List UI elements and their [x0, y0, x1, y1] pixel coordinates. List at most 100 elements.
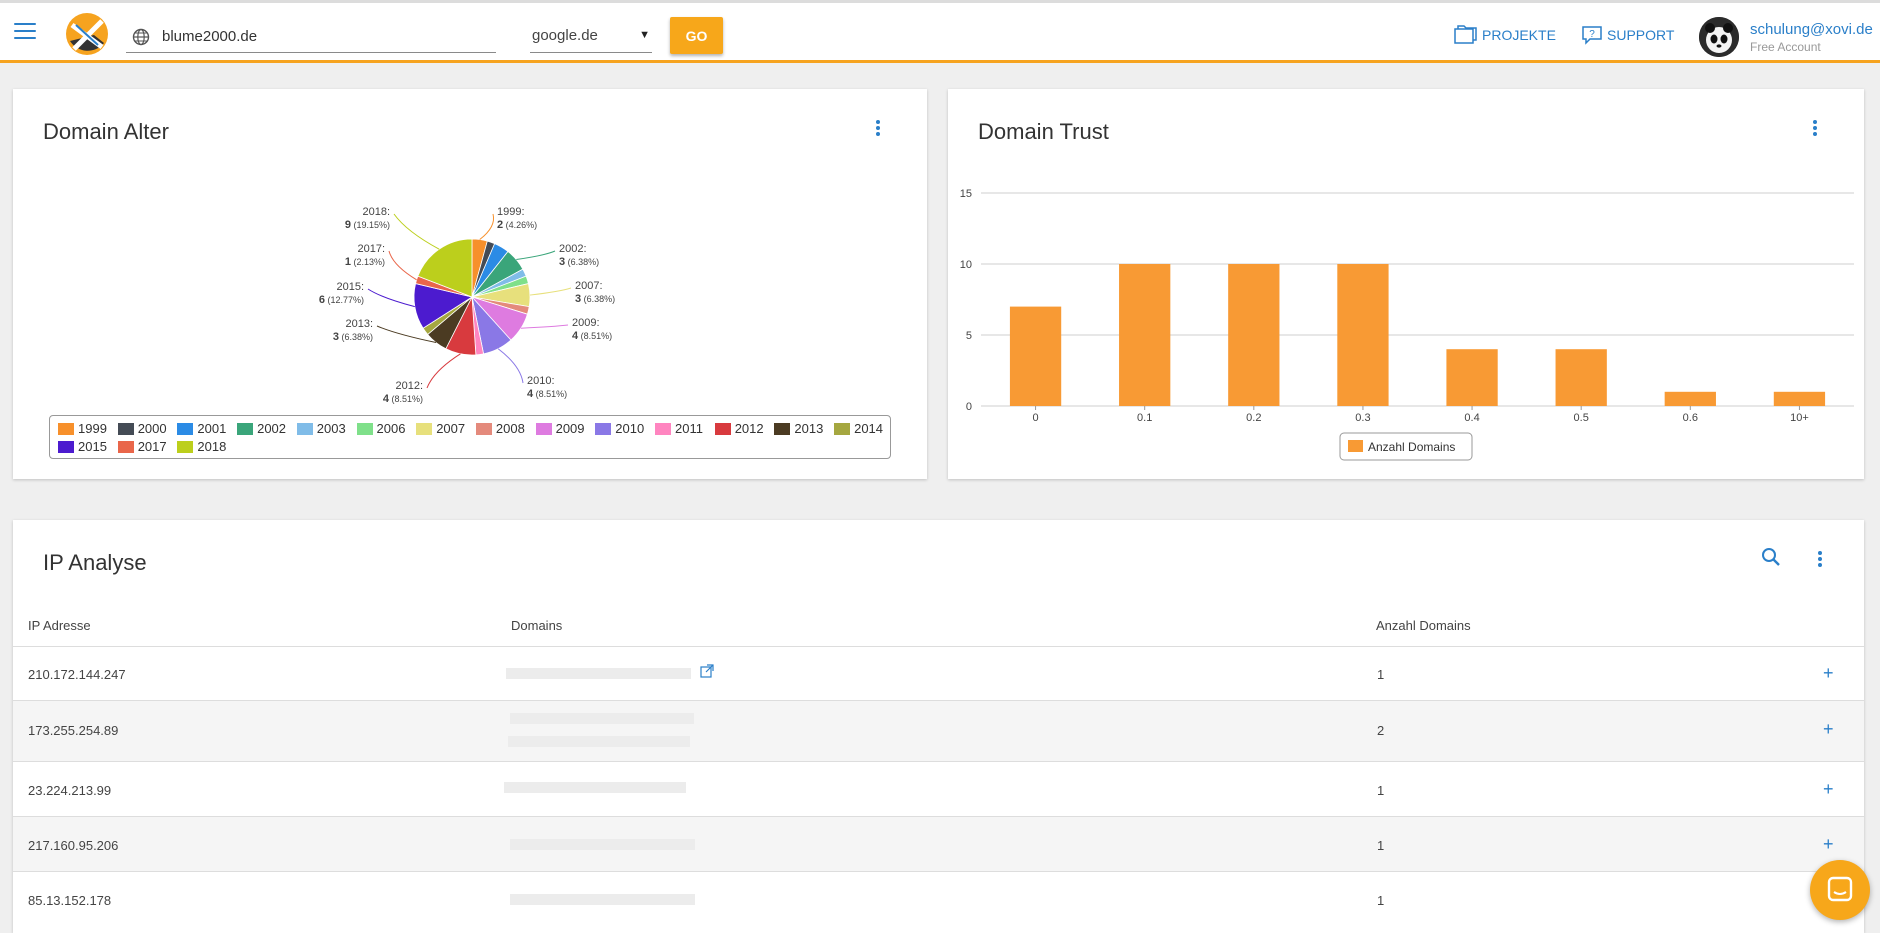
legend-swatch — [834, 422, 851, 435]
domain-link-redacted[interactable] — [504, 782, 686, 793]
domain-link-redacted[interactable] — [508, 736, 690, 747]
legend-item-2012[interactable]: 2012 — [714, 421, 764, 436]
col-header-ip[interactable]: IP Adresse — [28, 618, 91, 633]
top-bar: google.de ▼ GO PROJEKTE ? SUPPORT schulu… — [0, 0, 1880, 63]
card-title: Domain Trust — [978, 119, 1109, 144]
nav-projekte[interactable]: PROJEKTE — [1454, 25, 1556, 45]
legend-item-2008[interactable]: 2008 — [475, 421, 525, 436]
more-vert-icon[interactable] — [868, 118, 888, 142]
avatar[interactable] — [1699, 17, 1739, 57]
legend-swatch — [1348, 440, 1363, 452]
table-row: 210.172.144.247 1 + — [13, 646, 1864, 700]
ip-address: 173.255.254.89 — [28, 723, 119, 738]
y-tick-label: 5 — [966, 330, 972, 342]
pie-slice-2018[interactable] — [417, 238, 473, 298]
legend-item-1999[interactable]: 1999 — [58, 421, 107, 436]
pie-data-label: 2018: 9 (19.15%) — [344, 206, 390, 231]
domain-link-redacted[interactable] — [510, 839, 695, 850]
domain-input[interactable] — [162, 25, 482, 47]
legend-box — [1339, 432, 1473, 461]
nav-projekte-label: PROJEKTE — [1482, 27, 1556, 43]
legend-item-2007[interactable]: 2007 — [416, 421, 465, 436]
pie-data-label: 2009: 4 (8.51%) — [572, 317, 613, 342]
pie-leader-line — [516, 250, 556, 261]
bar-0.1[interactable] — [1119, 264, 1171, 406]
bar-10+[interactable] — [1773, 391, 1826, 406]
legend-item-2015[interactable]: 2015 — [58, 439, 107, 454]
expand-row-button[interactable]: + — [1823, 779, 1834, 799]
ip-address: 85.13.152.178 — [28, 893, 112, 908]
x-tick-label: 0.6 — [1683, 412, 1698, 424]
legend-label: 2013 — [794, 421, 824, 436]
domain-link-redacted[interactable] — [510, 894, 695, 905]
chevron-down-icon: ▼ — [639, 29, 650, 41]
more-vert-icon[interactable] — [1810, 549, 1830, 573]
legend-item-2017[interactable]: 2017 — [117, 439, 167, 454]
expand-row-button[interactable]: + — [1823, 834, 1834, 854]
legend-swatch — [535, 422, 552, 435]
external-link-icon[interactable] — [700, 664, 714, 678]
bar-legend[interactable]: Anzahl Domains — [1339, 432, 1473, 461]
legend-swatch — [237, 422, 254, 435]
x-tick-label: 0.3 — [1355, 412, 1370, 424]
bar-0.6[interactable] — [1664, 391, 1716, 406]
domain-trust-card: Domain Trust 0 5 10 15 0 0.1 0.2 0.3 0.4 0.5 0.6 10… — [948, 89, 1864, 479]
legend-item-2003[interactable]: 2003 — [296, 421, 346, 436]
legend-swatch — [475, 422, 492, 435]
legend-label: Anzahl Domains — [1368, 440, 1455, 454]
pie-data-label: 2013: 3 (6.38%) — [332, 318, 373, 343]
legend-swatch — [296, 422, 313, 435]
col-header-count[interactable]: Anzahl Domains — [1376, 618, 1471, 633]
xovi-logo[interactable] — [64, 11, 110, 57]
go-button[interactable]: GO — [670, 17, 723, 54]
bar-0.3[interactable] — [1337, 264, 1389, 406]
pie-data-label: 2012: 4 (8.51%) — [382, 380, 423, 405]
col-header-domains[interactable]: Domains — [511, 618, 563, 633]
bar-0.5[interactable] — [1555, 349, 1607, 406]
ip-address: 210.172.144.247 — [28, 667, 126, 682]
more-vert-icon[interactable] — [1805, 118, 1825, 142]
menu-icon[interactable] — [14, 23, 36, 39]
y-tick-label: 15 — [960, 188, 972, 200]
search-engine-select[interactable]: google.de ▼ — [530, 19, 652, 53]
bar-0.4[interactable] — [1446, 349, 1498, 406]
legend-item-2002[interactable]: 2002 — [237, 421, 286, 436]
legend-item-2006[interactable]: 2006 — [356, 421, 405, 436]
pie-data-label: 2015: 6 (12.77%) — [318, 281, 364, 306]
x-tick-label: 0.1 — [1137, 412, 1152, 424]
legend-label: 2015 — [78, 439, 107, 454]
legend-item-2018[interactable]: 2018 — [177, 439, 226, 454]
user-email[interactable]: schulung@xovi.de — [1750, 21, 1873, 38]
legend-item-2013[interactable]: 2013 — [774, 421, 823, 436]
bar-0[interactable] — [1009, 306, 1062, 406]
pie-legend: 1999 2000 2001 2002 2003 2006 2007 2008 2009 2010… — [49, 415, 891, 459]
expand-row-button[interactable]: + — [1823, 663, 1834, 683]
bar-0.2[interactable] — [1228, 264, 1280, 406]
legend-label: 2002 — [257, 421, 287, 436]
legend-item-2010[interactable]: 2010 — [595, 421, 644, 436]
chat-launcher-button[interactable] — [1810, 860, 1870, 920]
nav-support[interactable]: ? SUPPORT — [1581, 25, 1674, 45]
ip-analyse-card: IP Analyse IP Adresse Domains Anzahl Dom… — [13, 520, 1864, 933]
x-tick-label: 0.4 — [1464, 412, 1479, 424]
x-tick-label: 0 — [1033, 412, 1039, 424]
domain-count: 1 — [1377, 783, 1385, 798]
legend-item-2011[interactable]: 2011 — [655, 421, 703, 436]
legend-item-2014[interactable]: 2014 — [834, 421, 883, 436]
panda-avatar-icon — [1699, 17, 1739, 57]
legend-item-2000[interactable]: 2000 — [117, 421, 167, 436]
pie-leader-line — [426, 353, 461, 389]
search-icon[interactable] — [1760, 546, 1782, 568]
domain-field[interactable] — [126, 19, 496, 53]
legend-item-2009[interactable]: 2009 — [535, 421, 585, 436]
pie-leader-line — [479, 213, 495, 240]
pie-data-label: 2010: 4 (8.51%) — [527, 375, 568, 400]
legend-swatch — [774, 422, 791, 435]
legend-item-2001[interactable]: 2001 — [177, 421, 226, 436]
domain-count: 1 — [1377, 838, 1385, 853]
legend-label: 1999 — [78, 421, 107, 436]
folder-icon — [1454, 25, 1477, 44]
domain-link-redacted[interactable] — [510, 713, 694, 724]
domain-link-redacted[interactable] — [506, 668, 691, 679]
expand-row-button[interactable]: + — [1823, 719, 1834, 739]
